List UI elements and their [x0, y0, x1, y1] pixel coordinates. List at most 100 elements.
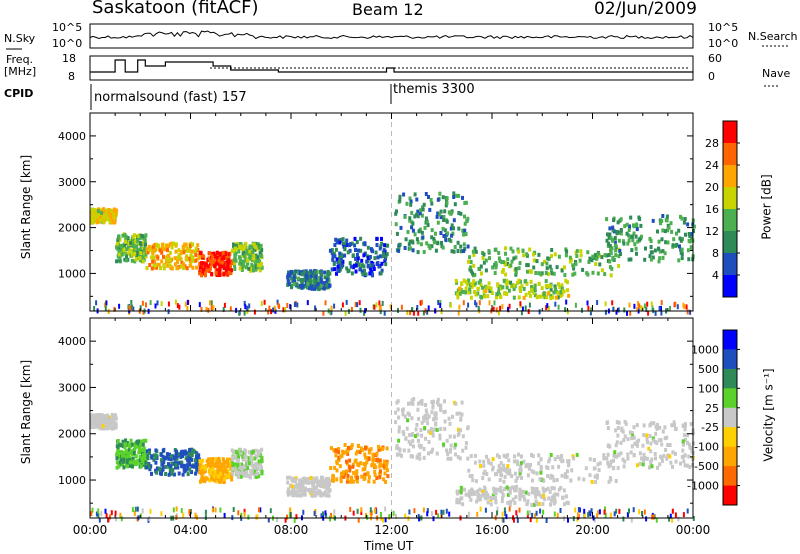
heatmap-cell: [248, 249, 252, 254]
heatmap-cell: [413, 214, 417, 219]
heatmap-cell: [457, 193, 461, 198]
heatmap-cell: [447, 416, 451, 421]
heatmap-cell: [467, 259, 470, 264]
heatmap-cell: [161, 465, 165, 470]
heatmap-cell: [365, 460, 369, 465]
low-range-speckle: [603, 509, 606, 515]
heatmap-cell: [384, 464, 388, 469]
heatmap-cell: [333, 243, 337, 247]
heatmap-cell: [337, 447, 341, 451]
heatmap-cell: [221, 250, 225, 255]
low-range-speckle: [273, 305, 276, 311]
low-range-speckle: [344, 310, 347, 316]
heatmap-cell: [635, 227, 639, 232]
heatmap-cell: [242, 259, 246, 264]
heatmap-cell: [445, 219, 449, 224]
heatmap-cell: [420, 420, 424, 425]
heatmap-cell: [534, 271, 538, 275]
heatmap-cell: [331, 254, 335, 259]
heatmap-cell: [375, 476, 379, 480]
heatmap-cell: [115, 460, 119, 465]
heatmap-cell: [166, 254, 170, 259]
heatmap-cell: [151, 245, 155, 250]
heatmap-cell: [514, 255, 518, 260]
heatmap-cell: [144, 460, 148, 465]
heatmap-cell: [633, 441, 637, 446]
heatmap-cell: [564, 278, 568, 283]
heatmap-cell: [524, 292, 528, 297]
heatmap-cell: [367, 456, 371, 461]
heatmap-cell: [596, 271, 600, 276]
heatmap-cell: [143, 458, 147, 463]
heatmap-cell: [419, 242, 423, 247]
heatmap-cell: [158, 467, 162, 472]
y-tick-label: 4000: [58, 130, 86, 143]
heatmap-cell: [119, 458, 123, 463]
heatmap-cell: [408, 216, 412, 221]
heatmap-cell: [364, 272, 368, 277]
heatmap-cell: [595, 256, 599, 261]
heatmap-cell: [504, 246, 507, 251]
heatmap-cell: [666, 240, 670, 245]
low-range-speckle: [333, 303, 336, 309]
heatmap-cell: [683, 463, 687, 468]
heatmap-cell: [362, 253, 366, 258]
heatmap-cell: [322, 281, 326, 286]
heatmap-cell: [139, 443, 143, 448]
heatmap-cell: [356, 256, 360, 261]
heatmap-cell: [518, 497, 522, 502]
heatmap-cell: [479, 283, 483, 288]
low-range-speckle: [272, 307, 275, 313]
heatmap-cell: [305, 277, 309, 282]
heatmap-cell: [174, 242, 178, 247]
heatmap-cell: [547, 496, 551, 501]
heatmap-cell: [636, 239, 640, 244]
heatmap-cell: [591, 270, 595, 275]
heatmap-cell: [522, 459, 526, 464]
heatmap-cell: [415, 237, 419, 242]
heatmap-cell: [457, 489, 461, 494]
heatmap-cell: [557, 282, 560, 287]
heatmap-cell: [219, 264, 223, 269]
heatmap-cell: [258, 449, 262, 454]
heatmap-cell: [101, 424, 105, 429]
heatmap-cell: [115, 452, 119, 457]
low-range-speckle: [496, 510, 498, 516]
heatmap-cell: [522, 286, 526, 291]
heatmap-cell: [133, 251, 137, 256]
heatmap-cell: [129, 248, 133, 253]
heatmap-cell: [286, 490, 290, 495]
heatmap-cell: [355, 479, 359, 484]
low-range-speckle: [383, 310, 386, 316]
heatmap-cell: [628, 430, 632, 435]
heatmap-cell: [363, 452, 367, 457]
heatmap-cell: [682, 442, 686, 447]
heatmap-cell: [154, 455, 158, 459]
heatmap-cell: [146, 456, 150, 461]
heatmap-cell: [125, 460, 129, 465]
heatmap-cell: [215, 250, 219, 255]
heatmap-cell: [579, 253, 583, 258]
heatmap-cell: [290, 276, 294, 281]
heatmap-cell: [635, 251, 638, 256]
low-range-speckle: [618, 508, 621, 514]
heatmap-cell: [259, 243, 263, 248]
heatmap-cell: [113, 209, 116, 214]
heatmap-cell: [118, 237, 122, 242]
heatmap-cell: [539, 294, 543, 299]
low-range-speckle: [417, 310, 420, 316]
heatmap-cell: [438, 436, 442, 441]
low-range-speckle: [243, 310, 246, 316]
heatmap-cell: [217, 258, 221, 263]
heatmap-cell: [524, 490, 528, 495]
heatmap-cell: [234, 243, 238, 248]
heatmap-cell: [453, 442, 457, 447]
heatmap-cell: [647, 446, 651, 451]
heatmap-cell: [537, 281, 541, 286]
heatmap-cell: [670, 229, 674, 234]
low-range-speckle: [178, 304, 181, 310]
heatmap-cell: [382, 464, 386, 469]
low-range-speckle: [682, 512, 685, 518]
low-range-speckle: [437, 513, 440, 519]
